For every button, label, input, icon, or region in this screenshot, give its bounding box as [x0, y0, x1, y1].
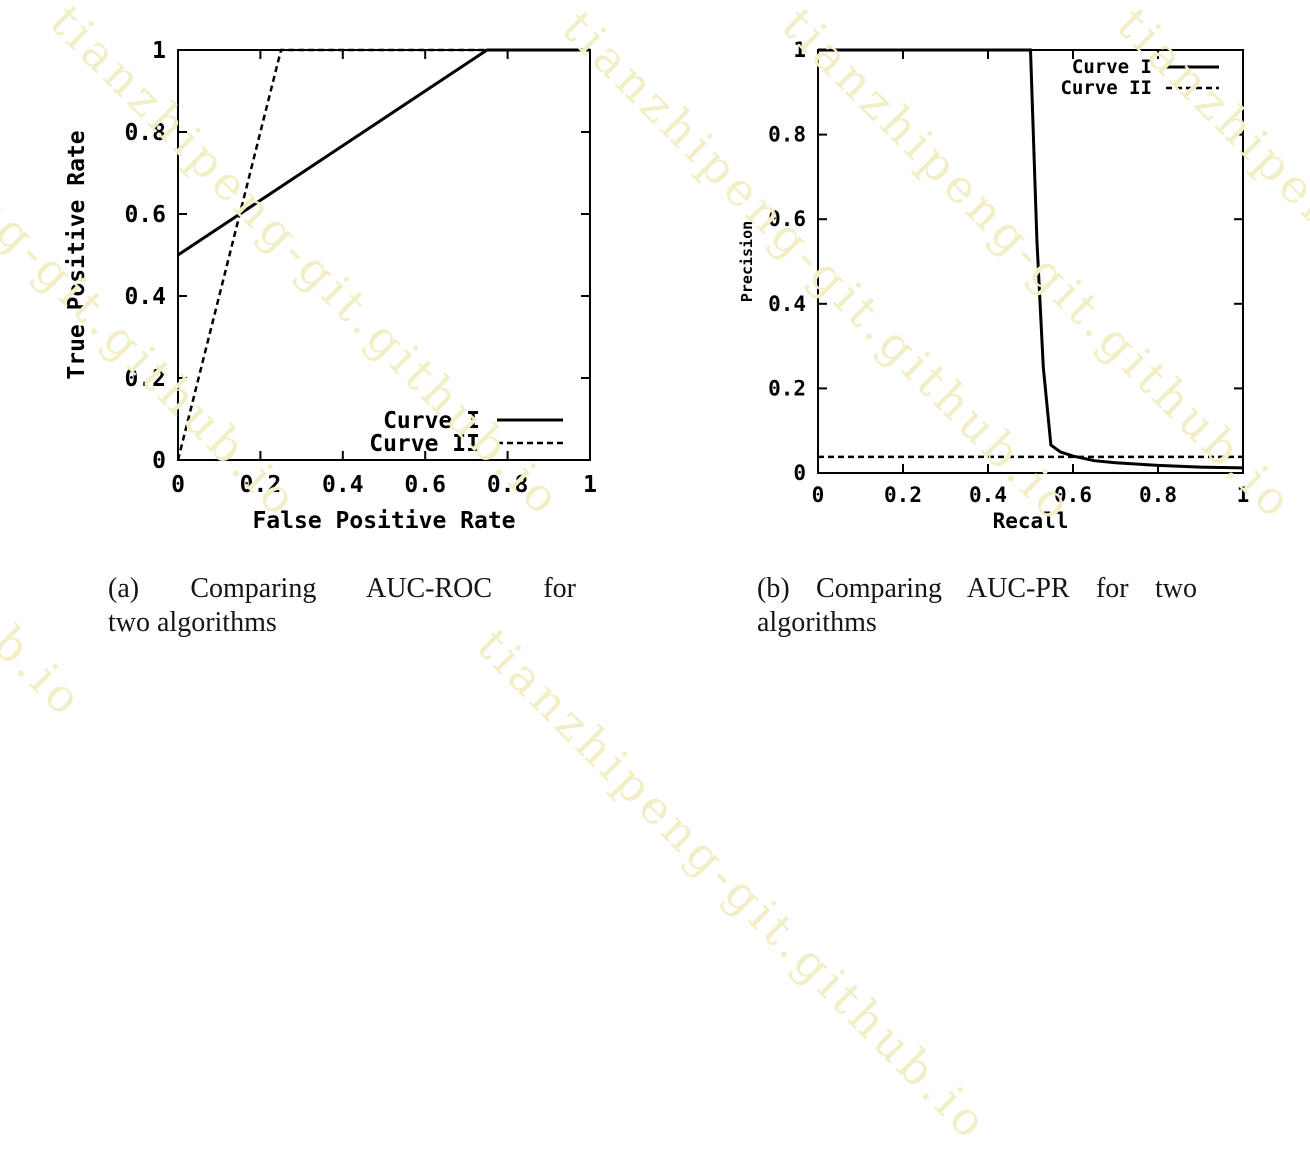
- pr-y-tick-label: 0.4: [768, 292, 806, 316]
- roc-legend-label-1: Curve I: [383, 408, 480, 434]
- roc-x-tick-label: 0.6: [404, 472, 446, 498]
- pr-legend-label-2: Curve II: [1060, 77, 1152, 99]
- caption-a: (a) Comparing AUC-ROC for two algorithms: [108, 572, 576, 640]
- pr-legend-label-1: Curve I: [1072, 56, 1152, 78]
- pr-y-tick-label: 1: [793, 38, 806, 62]
- roc-y-axis-label: True Positive Rate: [64, 130, 90, 379]
- pr-x-tick-label: 0.2: [884, 483, 922, 507]
- pr-y-tick-label: 0: [793, 461, 806, 485]
- roc-x-axis-label: False Positive Rate: [252, 508, 515, 534]
- pr-series-line-curve-i: [818, 48, 1244, 470]
- pr-y-tick-label: 0.6: [768, 207, 806, 231]
- roc-y-tick-label: 0.8: [124, 120, 166, 146]
- caption-b: (b) Comparing AUC-PR for two algorithms: [757, 572, 1197, 640]
- roc-x-tick-label: 0.2: [240, 472, 282, 498]
- roc-y-tick-label: 0.2: [124, 366, 166, 392]
- roc-series-line-curve-i: [177, 48, 590, 257]
- charts-svg: 0 0.2 0.4 0.6 0.8 1 0 0.2 0.4 0.6 0.8 1 False Positi…: [64, 38, 1250, 534]
- pr-y-axis-label: Precision: [738, 221, 756, 302]
- roc-series-line-curve-ii: [176, 48, 590, 461]
- caption-a-line1: (a) Comparing AUC-ROC for: [108, 573, 576, 604]
- pr-x-axis-label: Recall: [993, 509, 1069, 533]
- roc-y-tick-label: 0.4: [124, 284, 166, 310]
- caption-b-line1: (b) Comparing AUC-PR for two: [757, 573, 1197, 604]
- roc-y-tick-label: 0: [152, 448, 166, 474]
- pr-x-tick-label: 0.6: [1054, 483, 1092, 507]
- pr-x-tick-label: 0: [812, 483, 825, 507]
- caption-b-line2: algorithms: [757, 607, 877, 638]
- pr-plot-border: [817, 49, 1244, 474]
- pr-x-tick-label: 0.4: [969, 483, 1007, 507]
- roc-legend-label-2: Curve II: [369, 431, 480, 457]
- pr-x-tick-label: 1: [1237, 483, 1250, 507]
- watermark-text: tianzhipeng-git.github.io: [466, 618, 1001, 1152]
- pr-x-tick-label: 0.8: [1139, 483, 1177, 507]
- pr-y-tick-label: 0.8: [768, 123, 806, 147]
- roc-x-tick-label: 1: [583, 472, 597, 498]
- roc-plot-border: [177, 49, 591, 461]
- caption-a-line2: two algorithms: [108, 607, 277, 638]
- pr-y-tick-label: 0.2: [768, 376, 806, 400]
- roc-x-tick-label: 0: [171, 472, 185, 498]
- roc-y-tick-label: 1: [152, 38, 166, 64]
- roc-y-tick-label: 0.6: [124, 202, 166, 228]
- roc-x-tick-label: 0.8: [487, 472, 529, 498]
- roc-x-tick-label: 0.4: [322, 472, 364, 498]
